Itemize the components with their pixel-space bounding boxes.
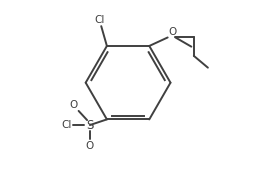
Text: Cl: Cl bbox=[61, 120, 71, 130]
Text: Cl: Cl bbox=[95, 15, 105, 25]
Text: O: O bbox=[168, 27, 177, 37]
Text: O: O bbox=[69, 100, 77, 109]
Text: O: O bbox=[86, 141, 94, 151]
Text: S: S bbox=[86, 119, 93, 131]
